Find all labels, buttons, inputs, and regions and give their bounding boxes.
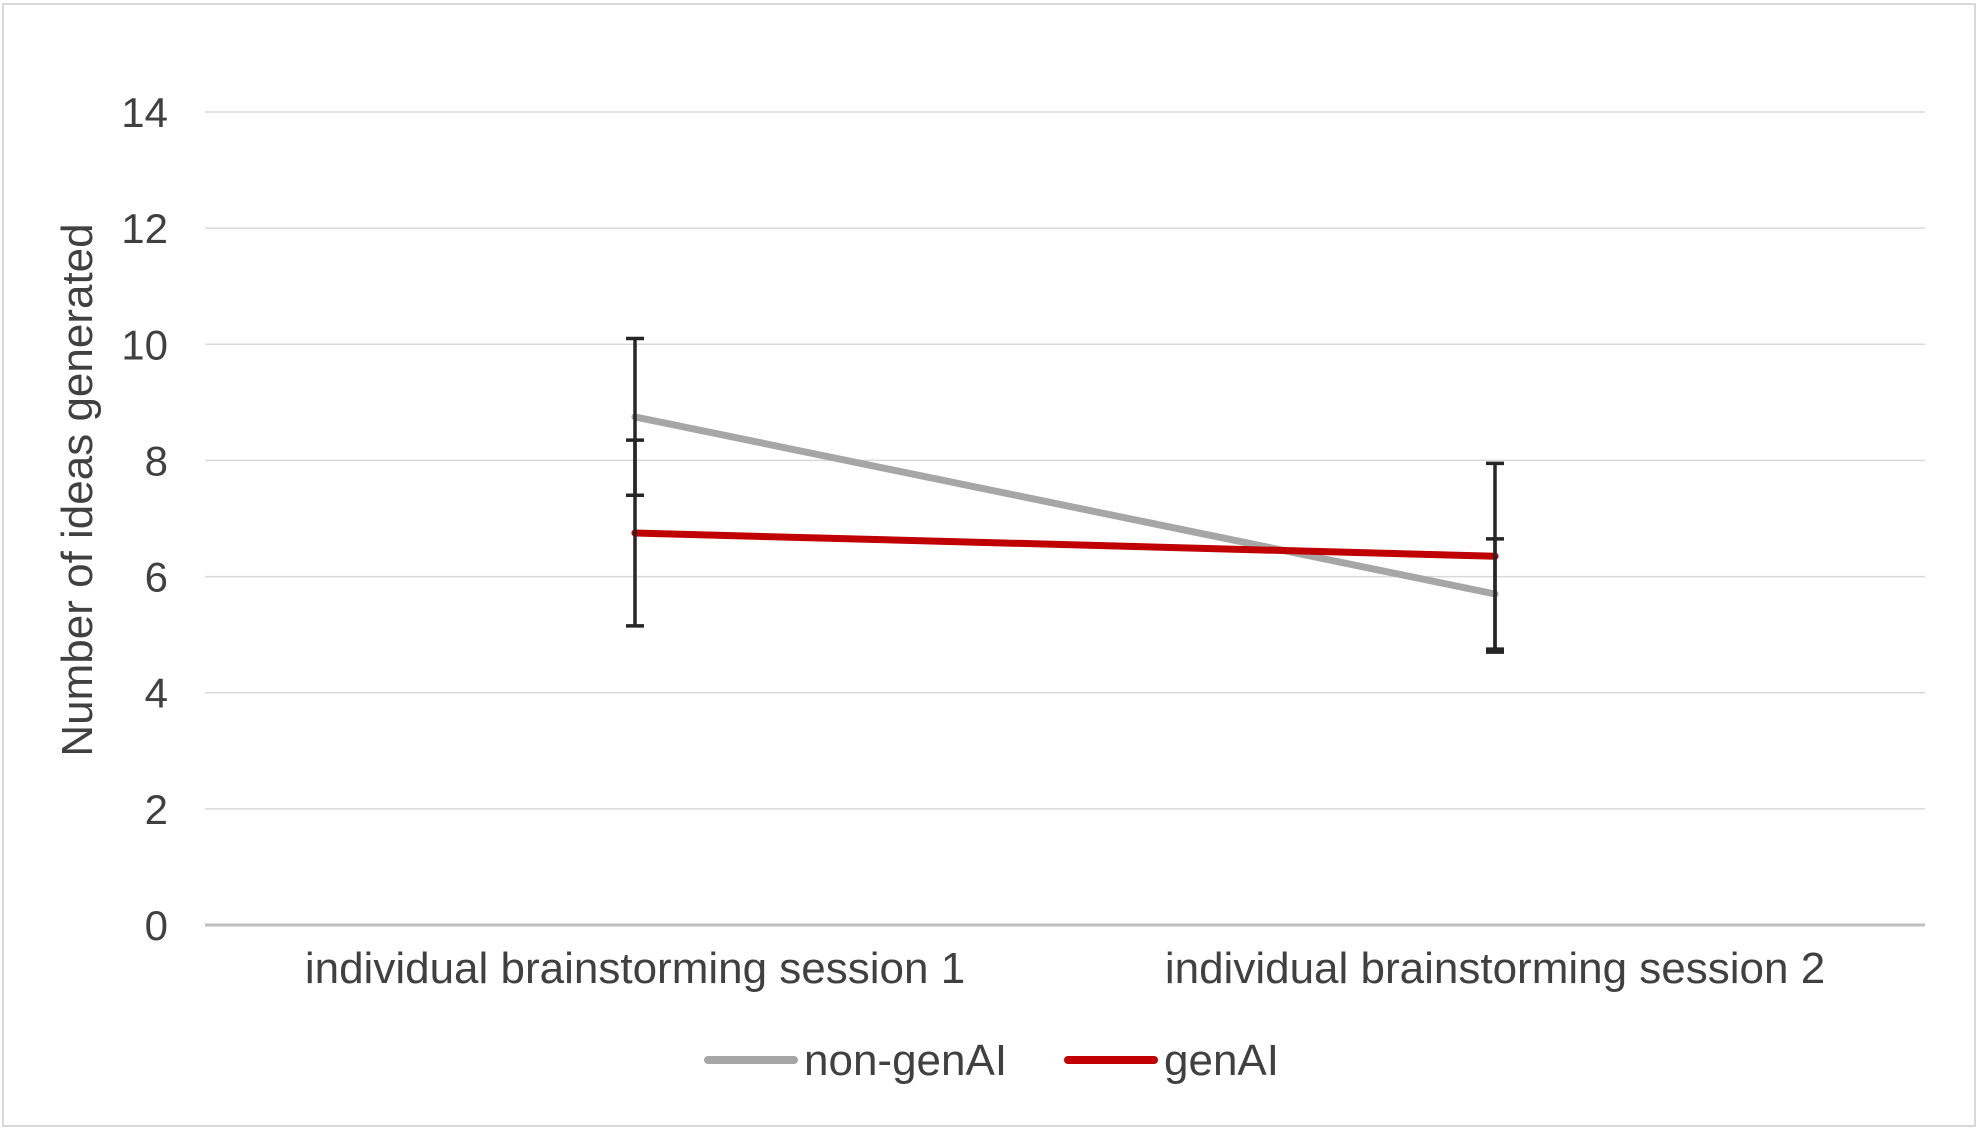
chart-frame bbox=[2, 3, 1976, 1127]
legend-label: genAI bbox=[1164, 1036, 1279, 1085]
series-line-non-genai bbox=[631, 413, 1499, 598]
legend-label: non-genAI bbox=[804, 1036, 1007, 1085]
gridlines bbox=[205, 111, 1925, 927]
y-tick-label: 12 bbox=[121, 205, 168, 252]
y-axis-label: Number of ideas generated bbox=[53, 223, 102, 756]
y-tick-label: 10 bbox=[121, 321, 168, 368]
series-line-genai bbox=[631, 529, 1499, 560]
y-tick-label: 6 bbox=[145, 554, 168, 601]
x-category-label: individual brainstorming session 1 bbox=[305, 944, 965, 993]
error-bar bbox=[1486, 461, 1504, 654]
y-axis-ticks: 0 2 4 6 8 10 12 14 bbox=[121, 89, 168, 949]
y-tick-label: 2 bbox=[145, 786, 168, 833]
y-tick-label: 8 bbox=[145, 437, 168, 484]
legend: non-genAI genAI bbox=[704, 1036, 1279, 1085]
series-lines bbox=[631, 413, 1499, 598]
x-axis-categories: individual brainstorming session 1 indivi… bbox=[305, 944, 1825, 993]
y-tick-label: 14 bbox=[121, 89, 168, 136]
error-bars bbox=[626, 336, 1504, 654]
error-bar bbox=[626, 438, 644, 628]
y-tick-label: 0 bbox=[145, 902, 168, 949]
y-tick-label: 4 bbox=[145, 670, 168, 717]
x-category-label: individual brainstorming session 2 bbox=[1165, 944, 1825, 993]
